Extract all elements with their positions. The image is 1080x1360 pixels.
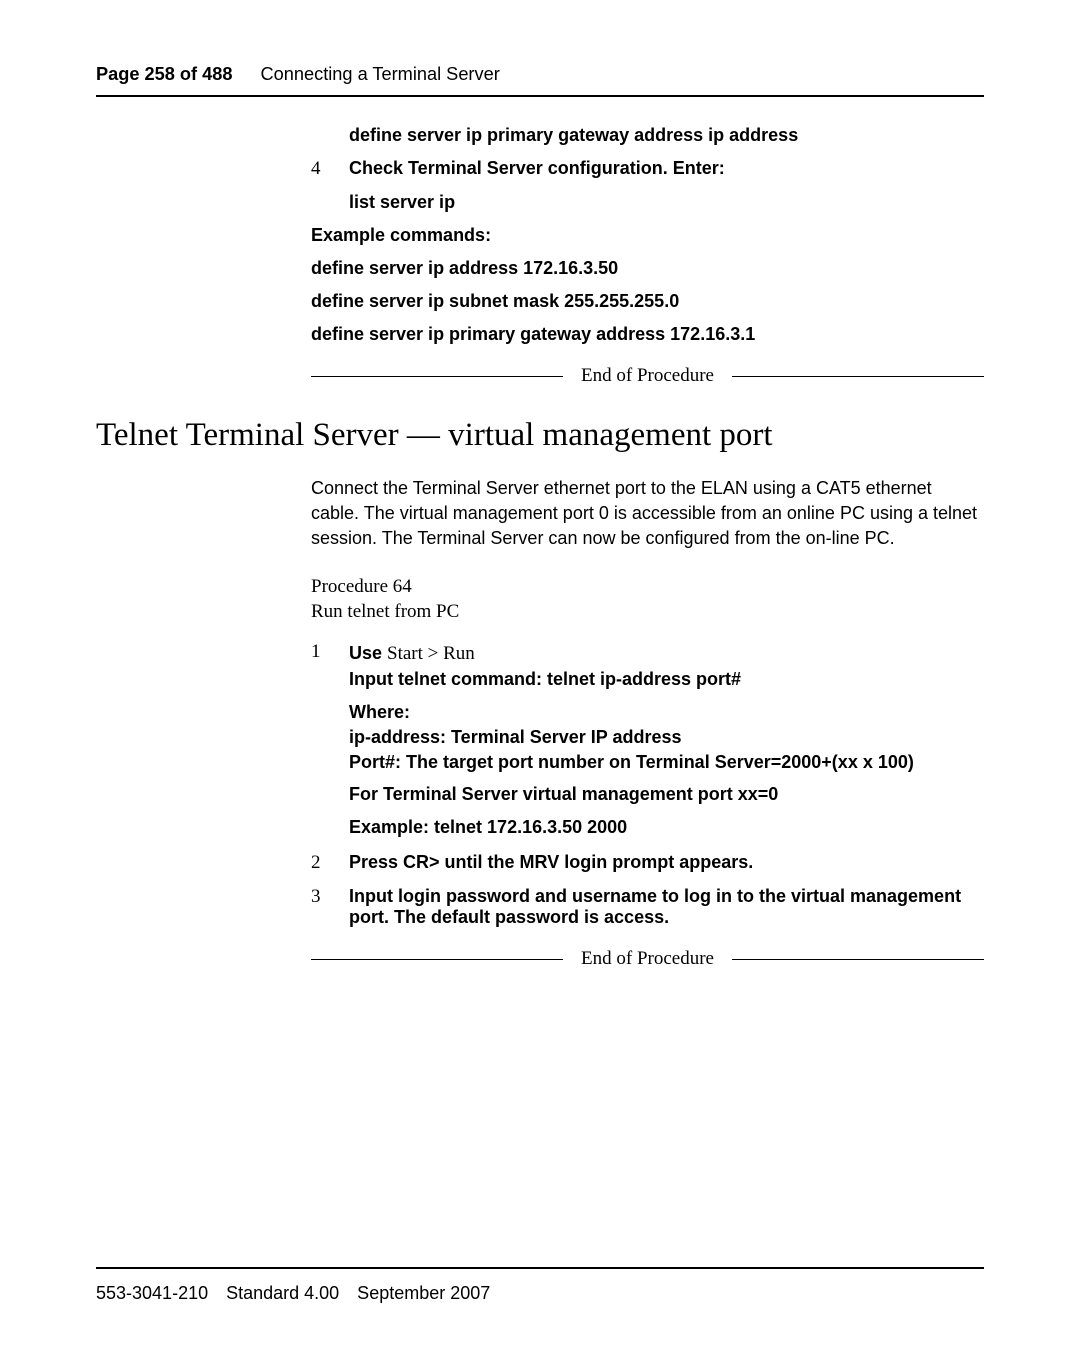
cmd-define-gateway: define server ip primary gateway address… (349, 125, 984, 146)
use-label: Use (349, 643, 387, 663)
step-number: 3 (311, 886, 325, 928)
start-run: Start > Run (387, 643, 475, 664)
header-title: Connecting a Terminal Server (261, 64, 500, 85)
mgmt-port-note: For Terminal Server virtual management p… (349, 784, 778, 804)
header-rule (96, 95, 984, 97)
end-of-procedure-label: End of Procedure (563, 948, 732, 970)
telnet-example: Example: telnet 172.16.3.50 2000 (349, 817, 627, 837)
step-1: 1 Use Start > Run Input telnet command: … (311, 641, 984, 840)
input-telnet-cmd: Input telnet command: telnet ip-address … (349, 669, 741, 689)
step-4: 4 Check Terminal Server configuration. E… (311, 158, 984, 180)
step-2: 2 Press CR> until the MRV login prompt a… (311, 852, 984, 874)
body-paragraph: Connect the Terminal Server ethernet por… (311, 476, 984, 552)
where-label: Where: (349, 702, 410, 722)
example-cmd-3: define server ip primary gateway address… (311, 324, 984, 345)
example-cmd-2: define server ip subnet mask 255.255.255… (311, 291, 984, 312)
procedure-name: Run telnet from PC (311, 601, 459, 622)
step-number: 2 (311, 852, 325, 874)
end-of-procedure: End of Procedure (311, 365, 984, 387)
rule-right (732, 376, 984, 377)
example-commands-label: Example commands: (311, 225, 984, 246)
section-heading: Telnet Terminal Server — virtual managem… (96, 417, 984, 454)
example-cmd-1: define server ip address 172.16.3.50 (311, 258, 984, 279)
step-text: Check Terminal Server configuration. Ent… (349, 158, 725, 180)
step-number: 1 (311, 641, 325, 840)
step-3: 3 Input login password and username to l… (311, 886, 984, 928)
procedure-title: Procedure 64 Run telnet from PC (311, 574, 984, 625)
step-text: Use Start > Run Input telnet command: te… (349, 641, 914, 840)
procedure-number: Procedure 64 (311, 576, 412, 597)
page-header: Page 258 of 488 Connecting a Terminal Se… (96, 64, 984, 85)
step-text: Press CR> until the MRV login prompt app… (349, 852, 753, 874)
where-ip: ip-address: Terminal Server IP address (349, 727, 681, 747)
cmd-list-server: list server ip (349, 192, 984, 213)
top-block: define server ip primary gateway address… (311, 125, 984, 387)
page-number: Page 258 of 488 (96, 64, 233, 85)
where-port: Port#: The target port number on Termina… (349, 752, 914, 772)
end-of-procedure: End of Procedure (311, 948, 984, 970)
page-footer: 553-3041-210 Standard 4.00 September 200… (96, 1267, 984, 1304)
page: Page 258 of 488 Connecting a Terminal Se… (0, 0, 1080, 1360)
end-of-procedure-label: End of Procedure (563, 365, 732, 387)
footer-rule (96, 1267, 984, 1269)
main-content: Connect the Terminal Server ethernet por… (311, 476, 984, 970)
rule-right (732, 959, 984, 960)
step-number: 4 (311, 158, 325, 180)
footer-text: 553-3041-210 Standard 4.00 September 200… (96, 1283, 984, 1304)
rule-left (311, 376, 563, 377)
rule-left (311, 959, 563, 960)
step-text: Input login password and username to log… (349, 886, 984, 928)
